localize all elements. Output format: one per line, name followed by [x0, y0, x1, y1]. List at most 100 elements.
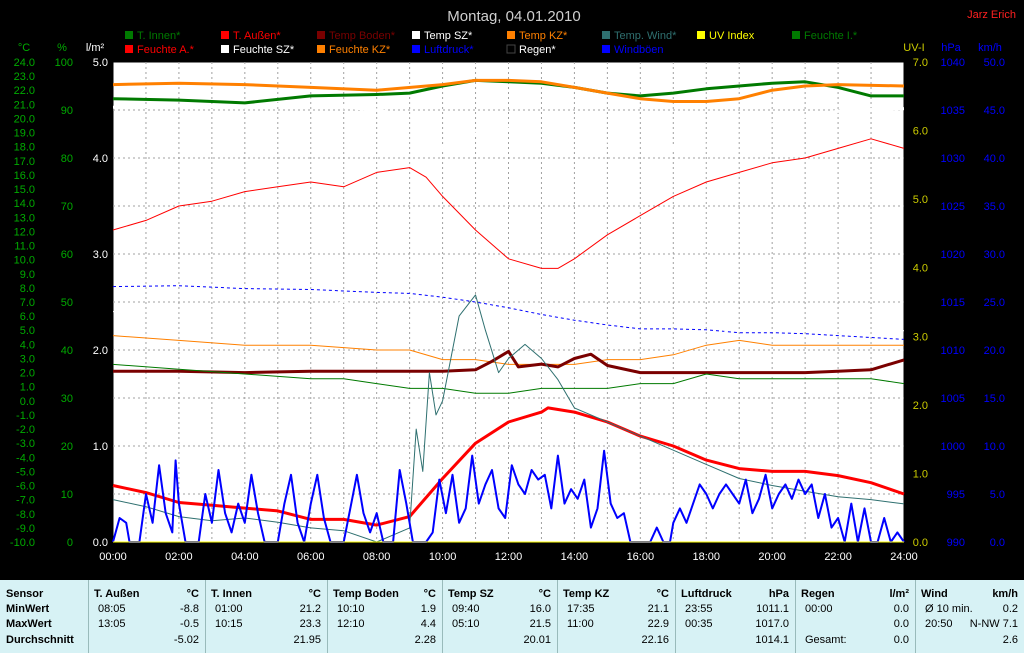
summary-min-time: 10:10	[337, 603, 365, 615]
tick-label: 1.0	[93, 441, 108, 453]
summary-row-label: MinWert	[6, 603, 50, 615]
tick-label: 22:00	[824, 551, 852, 563]
legend-item: Windböen	[602, 44, 664, 56]
tick-label: 7.0	[913, 57, 928, 69]
summary-max-value: 21.5	[529, 618, 551, 630]
tick-label: 1030	[941, 153, 965, 165]
summary-min-time: 00:00	[805, 603, 833, 615]
column-separator	[205, 580, 206, 653]
tick-label: 4.0	[20, 339, 35, 351]
legend: T. Innen* T. Außen* Temp Boden* Temp SZ* Tem…	[125, 30, 858, 56]
tick-label: 20.0	[14, 113, 35, 125]
summary-max-time: 13:05	[98, 618, 126, 630]
axis-unit-label: km/h	[978, 42, 1002, 54]
summary-max-time: 12:10	[337, 618, 365, 630]
tick-label: 18.0	[14, 142, 35, 154]
series-line	[112, 294, 905, 543]
tick-label: 1015	[941, 297, 965, 309]
tick-label: 10	[61, 489, 73, 501]
tick-label: 30	[61, 393, 73, 405]
legend-item: Temp KZ*	[507, 30, 568, 42]
summary-min-value: 21.1	[647, 603, 669, 615]
tick-label: 15.0	[984, 393, 1005, 405]
summary-min-time: 08:05	[98, 603, 126, 615]
legend-swatch	[697, 31, 705, 39]
tick-label: 3.0	[93, 249, 108, 261]
tick-label: 45.0	[984, 105, 1005, 117]
legend-item: Feuchte KZ*	[317, 44, 391, 56]
tick-label: 2.0	[913, 400, 928, 412]
summary-max-value: -0.5	[180, 618, 199, 630]
tick-label: 02:00	[165, 551, 193, 563]
summary-avg-value: 21.95	[293, 634, 321, 646]
legend-label: T. Innen*	[137, 30, 181, 42]
legend-label: Feuchte I.*	[804, 30, 858, 42]
tick-label: 9.0	[20, 269, 35, 281]
summary-max-time: 10:15	[215, 618, 243, 630]
summary-header: Temp Boden	[333, 588, 399, 600]
summary-min-time: Ø 10 min.	[925, 603, 973, 615]
tick-label: 11.0	[14, 241, 35, 253]
tick-label: 14.0	[14, 198, 35, 210]
weather-chart: Montag, 04.01.2010 Jarz Erich T. Innen* T…	[10, 8, 1016, 563]
axis-unit-label: %	[57, 42, 67, 54]
tick-label: 16.0	[14, 170, 35, 182]
tick-label: 24.0	[14, 57, 35, 69]
tick-label: 20:00	[758, 551, 786, 563]
legend-label: Regen*	[519, 44, 556, 56]
series-line	[112, 98, 905, 151]
summary-max-value: 4.4	[420, 618, 436, 630]
tick-label: 5.0	[990, 489, 1005, 501]
summary-min-value: 0.0	[893, 603, 909, 615]
tick-label: 5.0	[913, 194, 928, 206]
tick-label: -6.0	[16, 481, 35, 493]
legend-swatch	[221, 31, 229, 39]
legend-swatch	[317, 31, 325, 39]
summary-unit: °C	[186, 588, 199, 600]
legend-swatch	[792, 31, 800, 39]
tick-label: 08:00	[363, 551, 391, 563]
legend-swatch	[506, 44, 516, 54]
tick-label: 990	[947, 537, 965, 549]
tick-label: 3.0	[913, 331, 928, 343]
tick-label: 4.0	[913, 263, 928, 275]
tick-label: 14:00	[561, 551, 589, 563]
tick-label: 0.0	[20, 396, 35, 408]
tick-label: 5.0	[93, 57, 108, 69]
summary-min-value: 16.0	[529, 603, 551, 615]
tick-label: 50	[61, 297, 73, 309]
summary-avg-value: 0.0	[893, 634, 909, 646]
summary-unit: °C	[538, 588, 551, 600]
legend-item: Luftdruck*	[412, 44, 474, 56]
tick-label: 1.0	[20, 382, 35, 394]
legend-item: UV Index	[697, 30, 755, 42]
legend-item: Temp. Wind*	[602, 30, 677, 42]
summary-panel: Sensor MinWert MaxWert Durchschnitt T. Außen…	[0, 580, 1024, 653]
axis-unit-label: °C	[18, 42, 30, 54]
legend-item: Regen*	[506, 44, 556, 56]
axis-ticks: 24.0 23.0 22.0 21.0 20.0 19.0 18.0 17.0 16.0 15.0…	[10, 57, 1005, 563]
tick-label: 1000	[941, 441, 965, 453]
column-separator	[915, 580, 916, 653]
summary-unit: l/m²	[889, 588, 909, 600]
tick-label: 22.0	[14, 85, 35, 97]
summary-min-time: 01:00	[215, 603, 243, 615]
tick-label: 6.0	[913, 126, 928, 138]
legend-label: Temp. Wind*	[614, 30, 677, 42]
column-separator	[442, 580, 443, 653]
tick-label: 0.0	[913, 537, 928, 549]
summary-max-value: 23.3	[299, 618, 321, 630]
legend-item: Feuchte A.*	[125, 44, 195, 56]
legend-swatch	[412, 31, 420, 39]
series-line	[113, 349, 905, 375]
column-separator	[88, 580, 89, 653]
legend-swatch	[507, 31, 515, 39]
summary-max-value: N-NW 7.1	[969, 618, 1018, 630]
series-lines	[112, 78, 905, 543]
tick-label: 1005	[941, 393, 965, 405]
summary-min-time: 09:40	[452, 603, 480, 615]
tick-label: 5.0	[20, 325, 35, 337]
series-line	[112, 335, 904, 365]
tick-label: 2.0	[20, 368, 35, 380]
legend-label: UV Index	[709, 30, 755, 42]
